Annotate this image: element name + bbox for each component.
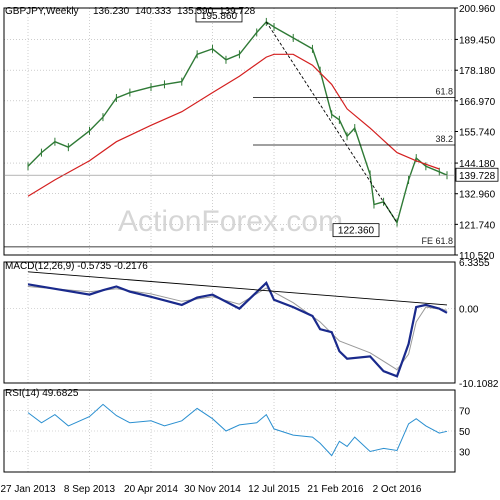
x-tick-label-6: 2 Oct 2016 [373, 484, 422, 495]
fib-level-label-2: FE 61.8 [421, 236, 453, 246]
rsi-line [27, 403, 448, 457]
watermark: ActionForex.com [118, 205, 343, 238]
x-tick-label-3: 30 Nov 2014 [184, 484, 241, 495]
price-y-tick-label-7: 121.740 [459, 220, 496, 231]
price-y-tick-label-8: 110.520 [459, 251, 495, 262]
price-annotation-box-1 [332, 223, 380, 238]
ohlc-close: 139.728 [219, 6, 256, 17]
x-tick-label-5: 21 Feb 2016 [307, 484, 364, 495]
axes-layer: 27 Jan 2013 8 Sep 2013 20 Apr 2014 30 Nov 2… [0, 4, 498, 495]
macd-y-tick-label-0: 6.3355 [459, 258, 490, 269]
x-tick-label-0: 27 Jan 2013 [0, 484, 55, 495]
macd-label: MACD(12,26,9) -0.5735 -0.2176 [5, 261, 148, 272]
price-annotation-0: 195.860 [201, 11, 238, 22]
ohlc-high: 140.333 [135, 6, 172, 17]
rsi-panel-frame [3, 389, 456, 473]
price-y-tick-label-5: 144.180 [459, 159, 496, 170]
fib-level-label-1: 38.2 [435, 134, 453, 144]
price-y-tick-label-6: 132.960 [459, 190, 496, 201]
x-tick-label-1: 8 Sep 2013 [64, 484, 116, 495]
last-price-label: 139.728 [459, 171, 496, 182]
macd-y-tick-label-1: 0.00 [459, 305, 479, 316]
last-price-box [455, 167, 499, 182]
rsi-y-tick-label-2: 30 [459, 448, 471, 459]
overlays-layer: 61.8 38.2 FE 61.8 195.860 122.360 139.728 [4, 8, 499, 306]
x-tick-label-4: 12 Jul 2015 [248, 484, 300, 495]
ohlc-open: 136.230 [93, 6, 130, 17]
moving-average-line [27, 53, 440, 197]
rsi-label: RSI(14) 49.6825 [5, 388, 79, 399]
price-annotation-1: 122.360 [338, 226, 375, 237]
fib-level-label-0: 61.8 [435, 86, 453, 96]
price-y-tick-label-1: 189.450 [459, 35, 496, 46]
macd-trendline [27, 271, 448, 306]
macd-panel-frame [3, 261, 456, 384]
chart-title: GBPJPY,Weekly [5, 6, 79, 17]
price-y-tick-label-3: 166.970 [459, 97, 496, 108]
price-y-tick-label-2: 178.180 [459, 66, 496, 77]
macd-y-tick-label-2: -10.1082 [459, 379, 499, 390]
price-y-tick-label-4: 155.740 [459, 128, 496, 139]
grid-lines [4, 7, 455, 472]
price-y-tick-label-0: 200.960 [459, 4, 496, 15]
rsi-y-tick-label-0: 70 [459, 407, 471, 418]
rsi-y-tick-label-1: 50 [459, 427, 471, 438]
ohlc-low: 135.590 [177, 6, 214, 17]
price-annotation-box-0 [195, 8, 243, 23]
macd-signal-line [27, 286, 448, 371]
x-tick-label-2: 20 Apr 2014 [124, 484, 178, 495]
macd-line [27, 281, 448, 378]
